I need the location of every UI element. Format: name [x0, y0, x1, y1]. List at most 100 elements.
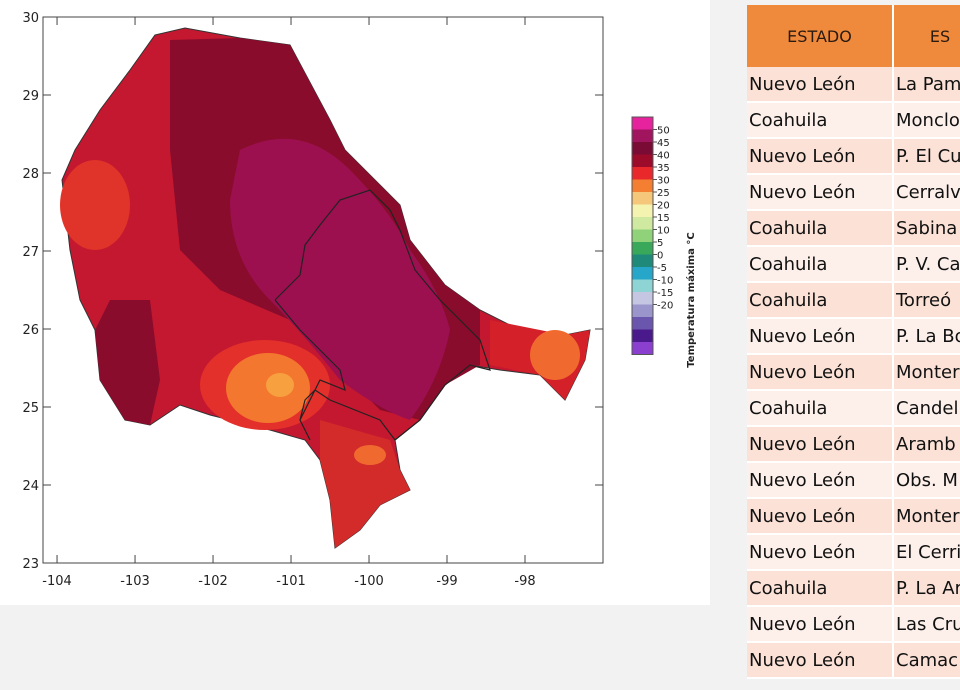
colorbar-segment: [632, 279, 653, 292]
colorbar-tick-label: 30: [657, 176, 670, 187]
x-tick-label: -101: [276, 574, 306, 589]
table-row: Nuevo León Camac: [747, 642, 960, 679]
table-row: Nuevo León Las Cru: [747, 606, 960, 643]
colorbar-tick-label: -15: [657, 288, 673, 299]
colorbar-tick-label: 45: [657, 138, 670, 149]
table-body: Nuevo León La Pam Coahuila Monclo Nuevo León…: [747, 67, 960, 679]
table-row: Nuevo León P. La Bo: [747, 318, 960, 355]
colorbar-tick-label: 25: [657, 188, 670, 199]
contour-orange-ne: [354, 445, 386, 465]
table-cell: Nuevo León: [747, 462, 894, 499]
table-cell: La Pam: [893, 67, 960, 103]
table-row: Coahuila Candel: [747, 390, 960, 427]
table-cell: Nuevo León: [747, 138, 894, 175]
table-cell: Coahuila: [747, 246, 894, 283]
colorbar-segment: [632, 342, 653, 355]
y-tick-label: 30: [22, 11, 39, 26]
colorbar-segment: [632, 292, 653, 305]
contour-light-orange: [266, 373, 294, 397]
table-cell: P. La Bo: [893, 318, 960, 355]
table-row: Nuevo León Monter: [747, 354, 960, 391]
x-tick-label: -103: [120, 574, 150, 589]
table-cell: Aramb: [893, 426, 960, 463]
table-cell: Nuevo León: [747, 174, 894, 211]
table-cell: Monter: [893, 498, 960, 535]
y-tick-label: 23: [22, 557, 39, 572]
table-panel: ESTADO ES Nuevo León La Pam Coahuila Monclo N…: [747, 5, 960, 679]
table-cell: P. La Ar: [893, 570, 960, 607]
header-cell: ESTADO: [747, 5, 894, 67]
table-cell: Monclo: [893, 102, 960, 139]
contour-dark-west: [95, 300, 160, 425]
y-tick-label: 29: [22, 89, 39, 104]
colorbar-tick-label: 15: [657, 213, 670, 224]
y-tick-label: 27: [22, 245, 39, 260]
map: -104 -103 -102 -101 -100 -99 -9823242526272829…: [22, 11, 697, 589]
colorbar-tick-label: -20: [657, 301, 673, 312]
x-tick-label: -98: [514, 574, 535, 589]
table-cell: Sabina: [893, 210, 960, 247]
table-cell: Coahuila: [747, 102, 894, 139]
colorbar-tick-label: 50: [657, 126, 670, 137]
state-border: [274, 189, 491, 441]
x-tick-label: -99: [436, 574, 457, 589]
colorbar-segment: [632, 242, 653, 255]
colorbar-segment: [632, 317, 653, 330]
colorbar-tick-label: 35: [657, 163, 670, 174]
colorbar-segment: [632, 117, 653, 130]
table-row: Coahuila P. La Ar: [747, 570, 960, 607]
colorbar-tick-label: 10: [657, 226, 670, 237]
colorbar-segment: [632, 204, 653, 217]
table-cell: Monter: [893, 354, 960, 391]
table-cell: Cerralv: [893, 174, 960, 211]
table-header: ESTADO ES: [747, 5, 960, 67]
colorbar-segment: [632, 254, 653, 267]
table-cell: Nuevo León: [747, 426, 894, 463]
table-cell: Obs. M: [893, 462, 960, 499]
table-cell: Nuevo León: [747, 642, 894, 679]
table-cell: Camac: [893, 642, 960, 679]
y-tick-label: 28: [22, 167, 39, 182]
table-row: Nuevo León Obs. M: [747, 462, 960, 499]
y-tick-label: 24: [22, 479, 39, 494]
colorbar-segment: [632, 329, 653, 342]
header-cell: ES: [893, 5, 960, 67]
table-row: Nuevo León P. El Cu: [747, 138, 960, 175]
colorbar-tick-label: -10: [657, 276, 673, 287]
table-cell: Las Cru: [893, 606, 960, 643]
table-cell: Coahuila: [747, 390, 894, 427]
table-cell: P. El Cu: [893, 138, 960, 175]
colorbar-segment: [632, 192, 653, 205]
x-tick-label: -100: [354, 574, 384, 589]
colorbar-segment: [632, 179, 653, 192]
map-panel: -104 -103 -102 -101 -100 -99 -98 23 24 25 26 27 28 29…: [0, 0, 710, 605]
contour-orange-east: [530, 330, 580, 380]
colorbar-segment: [632, 142, 653, 155]
y-tick-label: 25: [22, 401, 39, 416]
table-row: Nuevo León Monter: [747, 498, 960, 535]
table-cell: Candel: [893, 390, 960, 427]
colorbar-tick-label: 5: [657, 238, 663, 249]
colorbar-segment: [632, 229, 653, 242]
table-cell: Coahuila: [747, 570, 894, 607]
table-cell: P. V. Ca: [893, 246, 960, 283]
table-cell: Nuevo León: [747, 498, 894, 535]
table-row: Nuevo León La Pam: [747, 67, 960, 103]
colorbar-tick-label: -5: [657, 263, 667, 274]
colorbar-frame: [631, 116, 654, 355]
x-tick-label: -104: [42, 574, 72, 589]
table-row: Coahuila P. V. Ca: [747, 246, 960, 283]
table-cell: El Cerri: [893, 534, 960, 571]
table: ESTADO ES Nuevo León La Pam Coahuila Monclo N…: [747, 5, 960, 679]
table-cell: Nuevo León: [747, 534, 894, 571]
table-cell: Nuevo León: [747, 318, 894, 355]
table-cell: Nuevo León: [747, 606, 894, 643]
colorbar-segment: [632, 217, 653, 230]
colorbar-segment: [632, 154, 653, 167]
table-row: Coahuila Monclo: [747, 102, 960, 139]
x-tick-label: -102: [198, 574, 228, 589]
table-cell: Torreó: [893, 282, 960, 319]
table-cell: Coahuila: [747, 282, 894, 319]
table-row: Coahuila Sabina: [747, 210, 960, 247]
